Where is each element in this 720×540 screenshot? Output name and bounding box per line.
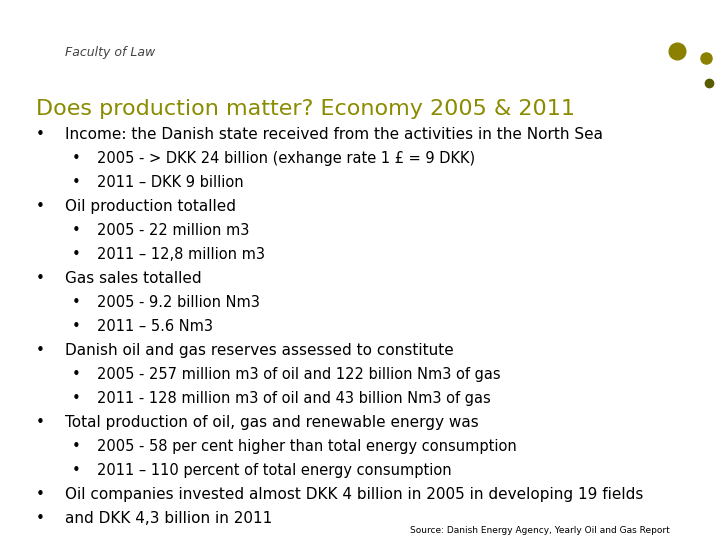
Text: •: •: [36, 511, 45, 526]
Text: Total production of oil, gas and renewable energy was: Total production of oil, gas and renewab…: [65, 415, 479, 430]
Text: •: •: [72, 247, 81, 262]
Text: Source: Danish Energy Agency, Yearly Oil and Gas Report: Source: Danish Energy Agency, Yearly Oil…: [410, 526, 670, 535]
Text: 2011 – 12,8 million m3: 2011 – 12,8 million m3: [97, 247, 265, 262]
Text: •: •: [72, 463, 81, 478]
Text: •: •: [72, 439, 81, 454]
Text: •: •: [72, 151, 81, 166]
Text: Gas sales totalled: Gas sales totalled: [65, 271, 202, 286]
Text: •: •: [72, 175, 81, 190]
Text: •: •: [72, 319, 81, 334]
Text: 2005 - 257 million m3 of oil and 122 billion Nm3 of gas: 2005 - 257 million m3 of oil and 122 bil…: [97, 367, 501, 382]
Text: •: •: [72, 391, 81, 406]
Text: UNIVERSITY OF COPENHAGEN: UNIVERSITY OF COPENHAGEN: [7, 12, 157, 23]
Text: •: •: [36, 199, 45, 214]
Bar: [0, 31, 720, 70]
Text: •: •: [36, 271, 45, 286]
Text: and DKK 4,3 billion in 2011: and DKK 4,3 billion in 2011: [65, 511, 272, 526]
Text: Faculty of Law: Faculty of Law: [65, 46, 155, 59]
Text: •: •: [72, 295, 81, 310]
Text: •: •: [72, 223, 81, 238]
Text: •: •: [36, 127, 45, 142]
Text: •: •: [72, 367, 81, 382]
Text: Oil production totalled: Oil production totalled: [65, 199, 236, 214]
Text: 2005 - 22 million m3: 2005 - 22 million m3: [97, 223, 250, 238]
Text: •: •: [36, 343, 45, 358]
Text: 2011 – 5.6 Nm3: 2011 – 5.6 Nm3: [97, 319, 213, 334]
Text: •: •: [36, 487, 45, 502]
Text: •: •: [36, 415, 45, 430]
Text: 2011 – DKK 9 billion: 2011 – DKK 9 billion: [97, 175, 244, 190]
Text: Income: the Danish state received from the activities in the North Sea: Income: the Danish state received from t…: [65, 127, 603, 142]
Text: 2005 - > DKK 24 billion (exhange rate 1 £ = 9 DKK): 2005 - > DKK 24 billion (exhange rate 1 …: [97, 151, 475, 166]
Text: Oil companies invested almost DKK 4 billion in 2005 in developing 19 fields: Oil companies invested almost DKK 4 bill…: [65, 487, 643, 502]
Text: 2011 – 110 percent of total energy consumption: 2011 – 110 percent of total energy consu…: [97, 463, 452, 478]
Text: Danish oil and gas reserves assessed to constitute: Danish oil and gas reserves assessed to …: [65, 343, 454, 358]
Text: 2011 - 128 million m3 of oil and 43 billion Nm3 of gas: 2011 - 128 million m3 of oil and 43 bill…: [97, 391, 491, 406]
Text: 2005 - 9.2 billion Nm3: 2005 - 9.2 billion Nm3: [97, 295, 260, 310]
Text: Does production matter? Economy 2005 & 2011: Does production matter? Economy 2005 & 2…: [36, 99, 575, 119]
Text: 2005 - 58 per cent higher than total energy consumption: 2005 - 58 per cent higher than total ene…: [97, 439, 517, 454]
Text: Enhedens navn: Enhedens navn: [626, 12, 713, 23]
